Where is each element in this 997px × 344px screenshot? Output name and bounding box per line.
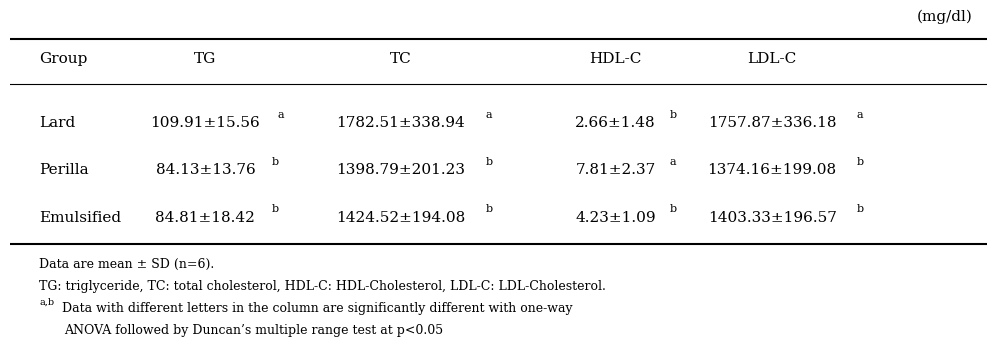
Text: HDL-C: HDL-C: [589, 52, 642, 66]
Text: 1403.33±196.57: 1403.33±196.57: [708, 211, 836, 225]
Text: TG: TG: [194, 52, 216, 66]
Text: 1398.79±201.23: 1398.79±201.23: [336, 163, 466, 177]
Text: b: b: [856, 157, 863, 167]
Text: Lard: Lard: [39, 116, 76, 130]
Text: b: b: [856, 204, 863, 214]
Text: a: a: [278, 110, 284, 120]
Text: b: b: [670, 110, 677, 120]
Text: a: a: [486, 110, 492, 120]
Text: (mg/dl): (mg/dl): [916, 10, 972, 24]
Text: LDL-C: LDL-C: [748, 52, 797, 66]
Text: 109.91±15.56: 109.91±15.56: [151, 116, 260, 130]
Text: Group: Group: [39, 52, 88, 66]
Text: TC: TC: [390, 52, 412, 66]
Text: 2.66±1.48: 2.66±1.48: [575, 116, 656, 130]
Text: Emulsified: Emulsified: [39, 211, 122, 225]
Text: 84.13±13.76: 84.13±13.76: [156, 163, 255, 177]
Text: Data with different letters in the column are significantly different with one-w: Data with different letters in the colum…: [62, 302, 572, 315]
Text: 1424.52±194.08: 1424.52±194.08: [336, 211, 466, 225]
Text: a: a: [856, 110, 862, 120]
Text: 1757.87±336.18: 1757.87±336.18: [708, 116, 836, 130]
Text: 7.81±2.37: 7.81±2.37: [575, 163, 656, 177]
Text: 4.23±1.09: 4.23±1.09: [575, 211, 656, 225]
Text: TG: triglyceride, TC: total cholesterol, HDL-C: HDL-Cholesterol, LDL-C: LDL-Chol: TG: triglyceride, TC: total cholesterol,…: [39, 280, 606, 293]
Text: ANOVA followed by Duncan’s multiple range test at p<0.05: ANOVA followed by Duncan’s multiple rang…: [64, 324, 443, 337]
Text: 1782.51±338.94: 1782.51±338.94: [336, 116, 466, 130]
Text: b: b: [670, 204, 677, 214]
Text: b: b: [271, 204, 278, 214]
Text: 84.81±18.42: 84.81±18.42: [156, 211, 255, 225]
Text: a: a: [669, 157, 676, 167]
Text: b: b: [486, 157, 493, 167]
Text: a,b: a,b: [39, 297, 55, 306]
Text: 1374.16±199.08: 1374.16±199.08: [708, 163, 836, 177]
Text: Data are mean ± SD (n=6).: Data are mean ± SD (n=6).: [39, 258, 214, 271]
Text: b: b: [486, 204, 493, 214]
Text: Perilla: Perilla: [39, 163, 89, 177]
Text: b: b: [271, 157, 278, 167]
